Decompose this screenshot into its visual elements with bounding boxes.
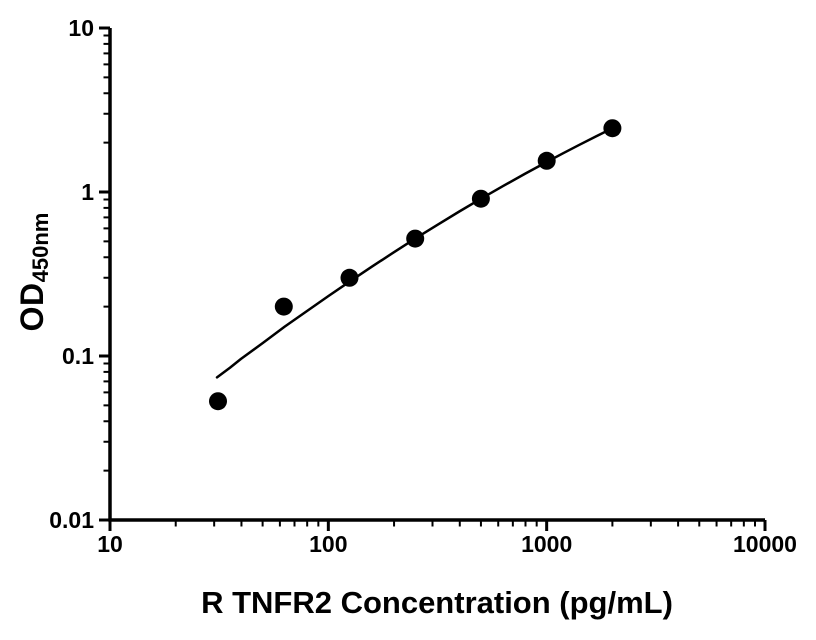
data-point bbox=[537, 151, 556, 170]
data-point bbox=[406, 229, 425, 248]
y-axis-title: OD450nm bbox=[14, 213, 54, 332]
svg-text:1: 1 bbox=[81, 179, 94, 205]
y-axis-title-subscript: 450nm bbox=[28, 212, 53, 283]
major-ticks bbox=[99, 26, 767, 531]
svg-text:0.01: 0.01 bbox=[49, 507, 94, 533]
svg-text:10000: 10000 bbox=[733, 531, 797, 557]
svg-text:10: 10 bbox=[97, 531, 123, 557]
svg-text:100: 100 bbox=[309, 531, 347, 557]
svg-text:0.1: 0.1 bbox=[62, 343, 94, 369]
svg-text:10: 10 bbox=[68, 15, 94, 41]
data-point bbox=[274, 297, 293, 316]
data-point bbox=[471, 189, 490, 208]
x-axis-title: R TNFR2 Concentration (pg/mL) bbox=[201, 585, 673, 620]
data-points bbox=[209, 119, 622, 411]
data-point bbox=[209, 392, 227, 411]
minor-ticks bbox=[103, 34, 757, 527]
tick-labels: 10 100 1000 10000 0.01 0.1 1 10 bbox=[49, 15, 797, 557]
data-point bbox=[603, 119, 622, 138]
y-axis-title-main: OD bbox=[14, 282, 50, 332]
svg-text:1000: 1000 bbox=[521, 531, 572, 557]
data-point bbox=[340, 268, 359, 287]
axis-spines bbox=[108, 28, 765, 522]
